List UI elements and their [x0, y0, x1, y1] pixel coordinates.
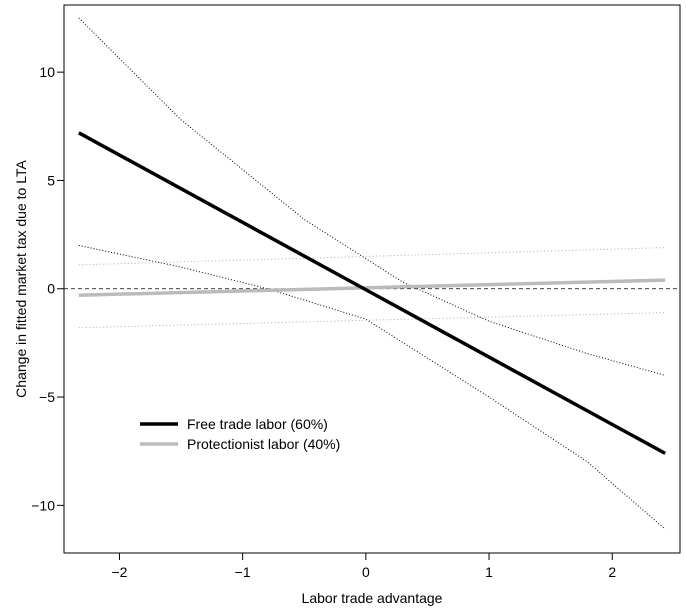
plot-frame [63, 4, 681, 554]
x-tick-label-2: 0 [362, 564, 370, 580]
y-tick-label-1: −5 [39, 389, 55, 405]
x-tick-label-0: −2 [111, 564, 127, 580]
ci-upper-series-1 [78, 17, 666, 376]
ci-lower-series-2 [78, 312, 666, 329]
y-axis-title: Change in fitted market tax due to LTA [13, 160, 29, 398]
legend-label-1: Free trade labor (60%) [187, 416, 328, 432]
x-tick-label-4: 2 [608, 564, 616, 580]
legend-label-2: Protectionist labor (40%) [187, 436, 340, 452]
x-axis-title: Labor trade advantage [302, 590, 443, 606]
series-line-1 [77, 131, 667, 455]
y-tick-label-3: 5 [47, 172, 55, 188]
x-tick-label-1: −1 [235, 564, 251, 580]
ci-upper-series-2 [78, 247, 666, 266]
y-tick-label-2: 0 [47, 281, 55, 297]
legend: Free trade labor (60%) Protectionist labo… [140, 416, 340, 452]
x-tick-label-3: 1 [485, 564, 493, 580]
ci-lower-series-1 [78, 244, 666, 530]
y-tick-label-0: −10 [31, 497, 55, 513]
series-line-2 [78, 278, 666, 297]
y-tick-label-4: 10 [39, 64, 55, 80]
